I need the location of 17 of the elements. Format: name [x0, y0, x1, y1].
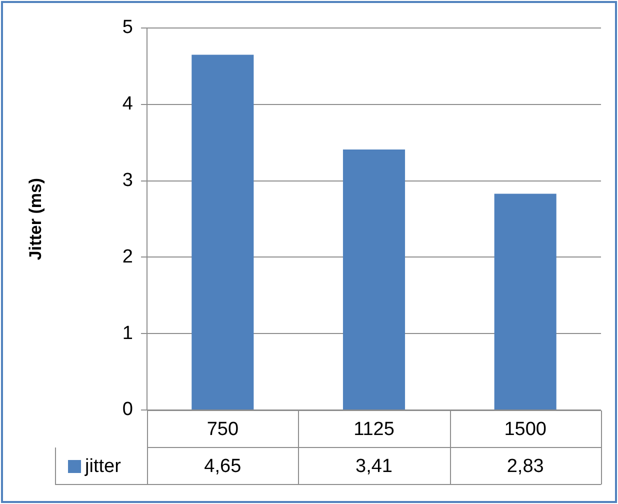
y-tick-label: 5 [122, 17, 133, 38]
x-tick-label: 750 [206, 419, 239, 440]
data-label: 2,83 [506, 456, 544, 478]
bar [342, 149, 406, 410]
x-tick-label: 1500 [504, 419, 546, 440]
y-tick-label: 2 [122, 246, 133, 268]
legend-label: jitter [84, 456, 122, 478]
y-tick-label: 0 [122, 399, 133, 420]
y-tick-label: 4 [122, 94, 134, 115]
y-tick-label: 1 [122, 322, 133, 344]
data-label: 3,41 [356, 456, 392, 478]
bar [494, 194, 556, 410]
x-tick-label: 1125 [354, 419, 394, 440]
y-axis-title: Jitter (ms) [26, 178, 45, 260]
data-label: 4,65 [204, 456, 242, 478]
bar [192, 54, 254, 410]
y-tick-label: 3 [122, 170, 133, 192]
